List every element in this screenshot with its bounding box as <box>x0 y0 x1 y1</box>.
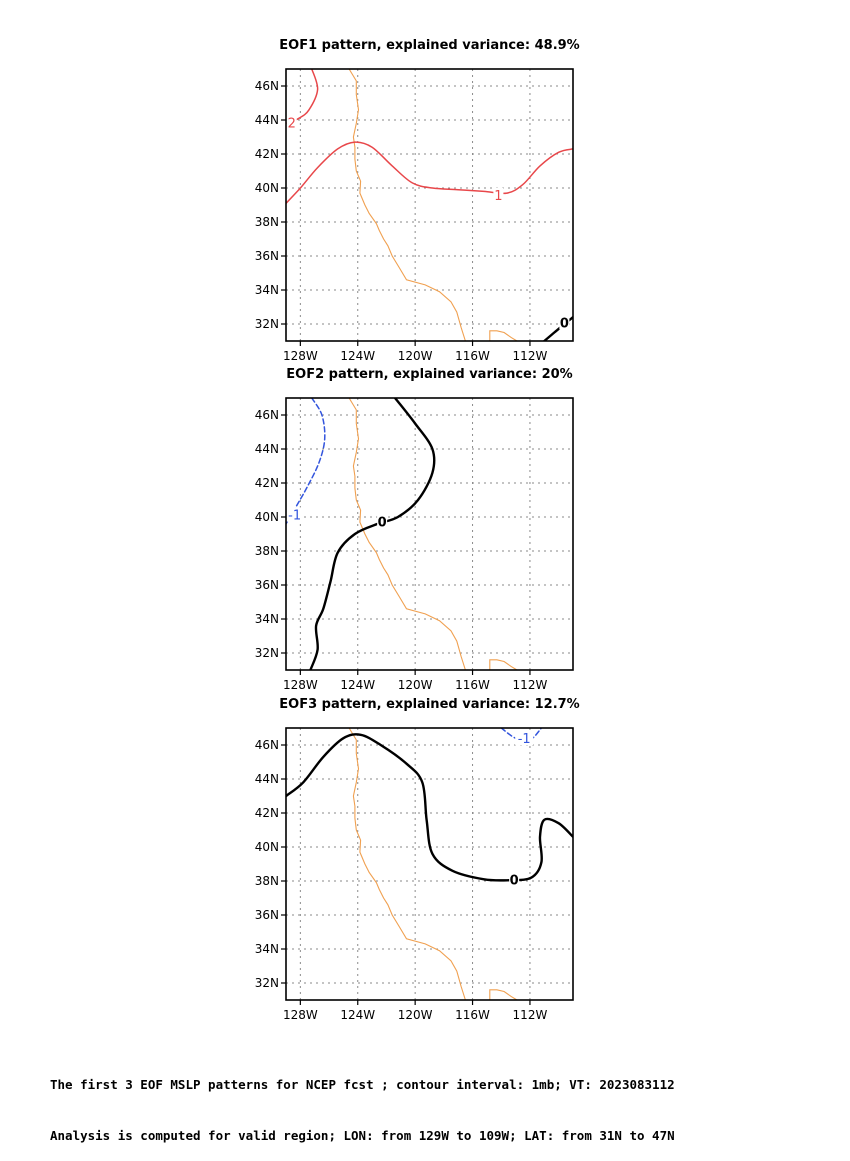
lon-tick-label: 128W <box>283 1008 318 1022</box>
contour-positive <box>286 69 319 125</box>
contours <box>286 728 573 882</box>
panel-title: EOF1 pattern, explained variance: 48.9% <box>279 38 579 53</box>
lon-tick-label: 128W <box>283 349 318 363</box>
lon-tick-label: 124W <box>340 678 375 692</box>
map-frame <box>285 727 574 1001</box>
contour-label: 0 <box>378 515 387 530</box>
contour-label-backdrop <box>285 507 304 522</box>
coastline <box>348 398 518 670</box>
contour-label: 0 <box>510 873 519 888</box>
contour-zero <box>309 398 436 670</box>
contour-positive <box>286 141 573 205</box>
gridlines <box>286 69 573 341</box>
lat-tick-label: 32N <box>255 317 279 331</box>
contour-label-backdrop <box>559 315 570 330</box>
coastline-segment <box>348 398 466 670</box>
contour-label: 2 <box>288 117 296 132</box>
gridlines <box>286 398 573 670</box>
lon-tick-label: 124W <box>340 1008 375 1022</box>
lat-tick-label: 32N <box>255 976 279 990</box>
coastline-segment <box>489 989 518 1000</box>
contour-label: -1 <box>288 508 301 523</box>
lat-tick-label: 42N <box>255 147 279 161</box>
eof3-map-panel: EOF3 pattern, explained variance: 12.7% 0… <box>255 697 580 1022</box>
contour-label: -1 <box>518 732 531 747</box>
lon-tick-label: 112W <box>513 1008 548 1022</box>
contour-label-backdrop <box>515 731 534 746</box>
lat-tick-label: 32N <box>255 646 279 660</box>
lon-tick-label: 116W <box>455 678 490 692</box>
lat-tick-label: 34N <box>255 283 279 297</box>
coastline-segment <box>348 69 466 341</box>
lat-tick-label: 40N <box>255 840 279 854</box>
coastline <box>348 69 518 341</box>
lat-tick-label: 36N <box>255 249 279 263</box>
eof2-map-panel: EOF2 pattern, explained variance: 20% -1 0… <box>255 367 574 692</box>
lat-tick-label: 44N <box>255 442 279 456</box>
contour-zero <box>286 733 573 882</box>
figure-caption: The first 3 EOF MSLP patterns for NCEP f… <box>50 1042 840 1161</box>
lat-tick-label: 42N <box>255 476 279 490</box>
coastline <box>348 728 518 1000</box>
lat-tick-label: 46N <box>255 79 279 93</box>
lat-tick-label: 44N <box>255 113 279 127</box>
panel-title: EOF3 pattern, explained variance: 12.7% <box>279 697 579 712</box>
lat-tick-label: 38N <box>255 874 279 888</box>
caption-line-2: Analysis is computed for valid region; L… <box>50 1128 675 1143</box>
gridlines <box>286 728 573 1000</box>
contours <box>286 69 573 341</box>
contour-label-backdrop <box>509 872 520 887</box>
panel-title: EOF2 pattern, explained variance: 20% <box>286 367 572 382</box>
lon-tick-label: 120W <box>398 349 433 363</box>
lat-tick-label: 34N <box>255 612 279 626</box>
lat-tick-label: 42N <box>255 806 279 820</box>
lat-tick-label: 40N <box>255 181 279 195</box>
eof-figure: EOF1 pattern, explained variance: 48.9% 2… <box>255 38 580 1022</box>
lon-tick-label: 112W <box>513 678 548 692</box>
lat-tick-label: 38N <box>255 544 279 558</box>
contour-label: 0 <box>560 316 569 331</box>
contour-label-backdrop <box>286 115 297 130</box>
lat-tick-label: 46N <box>255 408 279 422</box>
lat-tick-label: 36N <box>255 578 279 592</box>
coastline-segment <box>489 659 518 670</box>
coastline-segment <box>348 728 466 1000</box>
lat-tick-label: 46N <box>255 738 279 752</box>
contour-negative <box>286 398 326 525</box>
lon-tick-label: 112W <box>513 349 548 363</box>
lat-tick-label: 38N <box>255 215 279 229</box>
lat-tick-label: 34N <box>255 942 279 956</box>
lat-tick-label: 44N <box>255 772 279 786</box>
lon-tick-label: 120W <box>398 678 433 692</box>
eof1-map-panel: EOF1 pattern, explained variance: 48.9% 2… <box>255 38 580 363</box>
lon-tick-label: 128W <box>283 678 318 692</box>
lat-tick-label: 40N <box>255 510 279 524</box>
map-frame <box>285 397 574 671</box>
lon-tick-label: 120W <box>398 1008 433 1022</box>
contour-label-backdrop <box>493 187 504 202</box>
coastline-segment <box>489 330 518 341</box>
caption-line-1: The first 3 EOF MSLP patterns for NCEP f… <box>50 1077 675 1092</box>
lon-tick-label: 116W <box>455 349 490 363</box>
contour-label: 1 <box>494 189 502 204</box>
lat-tick-label: 36N <box>255 908 279 922</box>
contours <box>286 398 436 670</box>
lon-tick-label: 116W <box>455 1008 490 1022</box>
contour-label-backdrop <box>377 514 388 529</box>
map-frame <box>285 68 574 342</box>
lon-tick-label: 124W <box>340 349 375 363</box>
